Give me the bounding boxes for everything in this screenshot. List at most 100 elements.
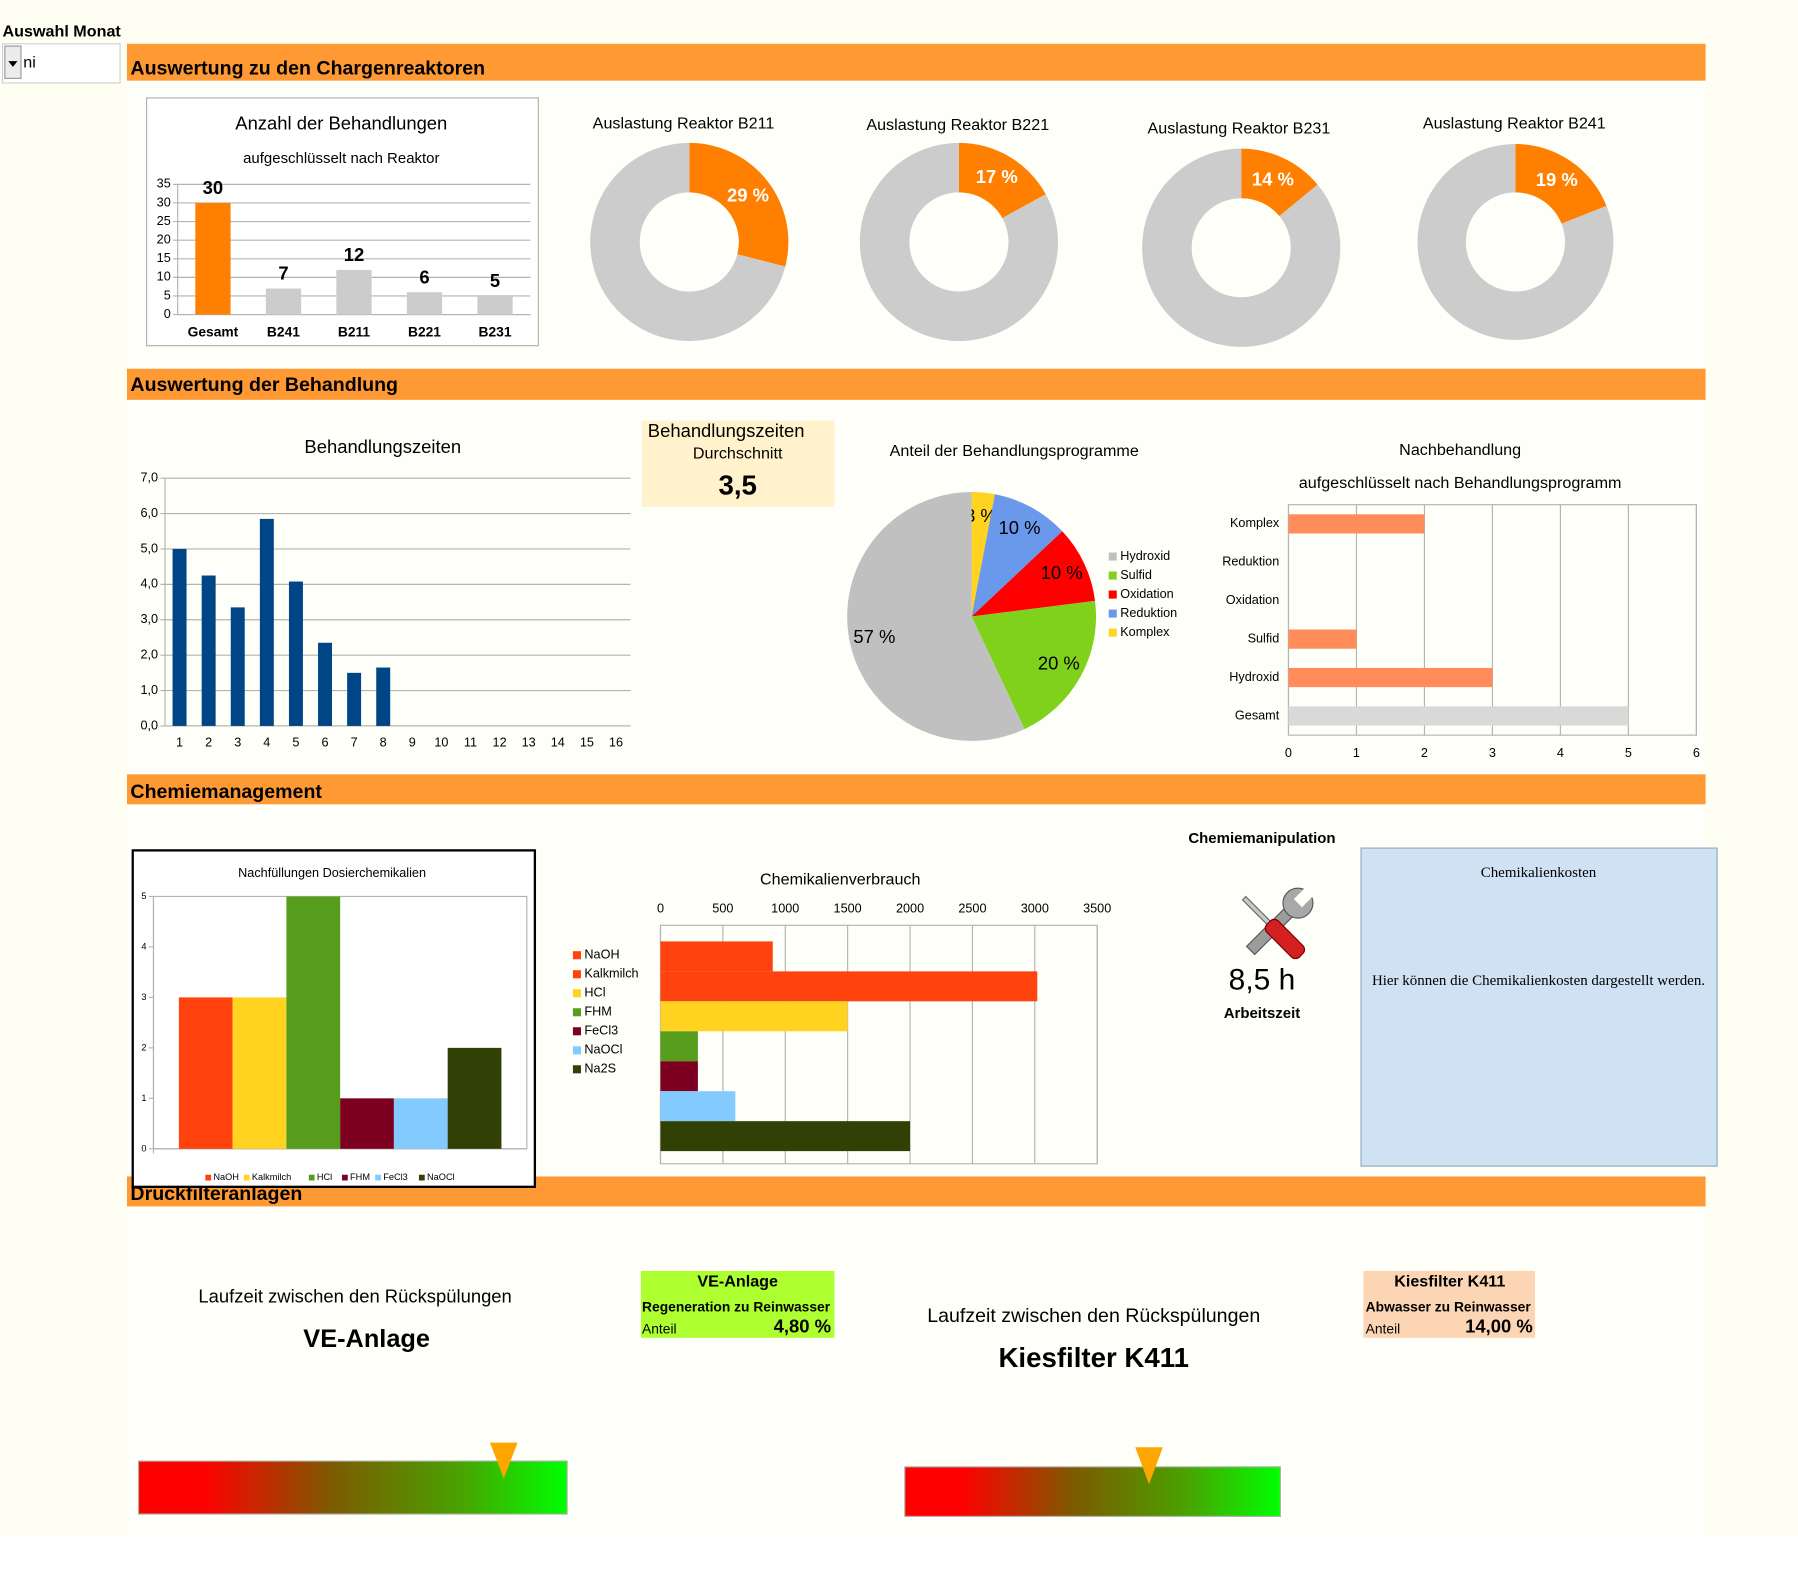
chart-title: Anteil der Behandlungsprogramme xyxy=(890,442,1139,460)
bar xyxy=(286,896,341,1149)
y-tick-label: 4,0 xyxy=(140,577,158,591)
bar xyxy=(259,518,274,726)
y-tick-label: 10 xyxy=(157,270,171,284)
filter-box xyxy=(1363,1270,1536,1338)
x-tick-label: 6 xyxy=(1693,746,1700,760)
tools-icon xyxy=(1241,886,1316,960)
chart-title: Anzahl der Behandlungen xyxy=(235,112,447,133)
legend-swatch xyxy=(572,970,581,979)
section-title: Auswertung zu den Chargenreaktoren xyxy=(130,57,485,79)
bar xyxy=(336,269,372,315)
x-tick-label: 1500 xyxy=(834,901,862,915)
bar xyxy=(318,642,333,726)
bar xyxy=(1288,706,1629,726)
x-tick-label: 0 xyxy=(1285,746,1292,760)
legend-label: NaOCl xyxy=(584,1043,622,1057)
y-tick-label: 15 xyxy=(157,251,171,265)
month-dropdown[interactable] xyxy=(1,43,121,84)
data-label: 10 % xyxy=(1041,562,1083,583)
x-tick-label: 5 xyxy=(292,736,299,750)
y-tick-label: Reduktion xyxy=(1222,555,1279,569)
x-tick-label: 3000 xyxy=(1021,901,1049,915)
bar xyxy=(477,295,513,315)
x-tick-label: 3500 xyxy=(1083,901,1111,915)
legend-label: Kalkmilch xyxy=(584,967,638,981)
legend-swatch xyxy=(572,1046,581,1055)
y-tick-label: 6,0 xyxy=(140,506,158,520)
x-tick-label: 6 xyxy=(322,736,329,750)
filter-box-subtitle: Regeneration zu Reinwasser xyxy=(642,1298,831,1314)
y-tick-label: 5 xyxy=(141,891,146,901)
data-label: 17 % xyxy=(976,166,1018,187)
pie-slice xyxy=(971,494,1063,617)
legend-swatch xyxy=(1108,609,1117,618)
x-tick-label: 8 xyxy=(380,736,387,750)
y-tick-label: 5 xyxy=(164,288,171,302)
bar xyxy=(340,1098,394,1149)
bar xyxy=(288,581,303,726)
legend-label: Hydroxid xyxy=(1120,549,1170,563)
x-tick-label: B221 xyxy=(408,324,441,340)
x-tick-label: Gesamt xyxy=(188,324,239,340)
x-tick-label: 10 xyxy=(434,736,448,750)
x-tick-label: 7 xyxy=(351,736,358,750)
legend-label: NaOH xyxy=(584,948,619,962)
legend-label: Kalkmilch xyxy=(252,1172,291,1182)
chart-title: Chemikalienverbrauch xyxy=(760,871,920,889)
cost-title: Chemikalienkosten xyxy=(1481,865,1597,881)
manipulation-value: 8,5 h xyxy=(1229,964,1296,997)
pie-slice xyxy=(847,492,1025,741)
gauge-marker xyxy=(1135,1447,1163,1485)
dropdown-arrow xyxy=(8,61,18,67)
bar xyxy=(230,607,245,726)
data-label: 10 % xyxy=(999,517,1041,538)
pie-slice xyxy=(971,600,1097,730)
filter-box-subtitle: Abwasser zu Reinwasser xyxy=(1366,1298,1532,1314)
bar xyxy=(660,1091,736,1122)
bar xyxy=(406,292,443,315)
bar xyxy=(1288,667,1493,688)
data-label: 6 xyxy=(419,266,429,287)
bar xyxy=(1288,629,1357,649)
y-tick-label: 0 xyxy=(141,1143,146,1153)
y-tick-label: Sulfid xyxy=(1248,631,1280,645)
y-tick-label: Hydroxid xyxy=(1229,670,1279,684)
filter-name: Kiesfilter K411 xyxy=(998,1342,1189,1373)
pie-slice xyxy=(971,531,1096,617)
bar xyxy=(1288,514,1425,534)
x-tick-label: 4 xyxy=(1557,746,1564,760)
data-label: 7 xyxy=(278,263,288,284)
x-tick-label: 13 xyxy=(522,736,536,750)
data-label: 20 % xyxy=(1038,652,1080,673)
x-tick-label: 5 xyxy=(1625,746,1632,760)
y-tick-label: 2 xyxy=(141,1042,146,1052)
donut-segment xyxy=(859,142,1059,342)
month-value: ni xyxy=(23,54,36,72)
chart-title: Auslastung Reaktor B221 xyxy=(866,116,1049,134)
legend-swatch xyxy=(308,1174,315,1181)
chart-subtitle: aufgeschlüsselt nach Reaktor xyxy=(243,150,439,167)
section-title: Chemiemanagement xyxy=(130,781,322,803)
filter-box-title: VE-Anlage xyxy=(697,1273,778,1291)
cost-box xyxy=(1360,847,1718,1167)
chart-subtitle: aufgeschlüsselt nach Behandlungsprogramm xyxy=(1299,474,1622,492)
y-tick-label: 2,0 xyxy=(140,647,158,661)
legend-swatch xyxy=(1108,552,1117,561)
legend-label: FeCl3 xyxy=(584,1024,618,1038)
y-tick-label: 1 xyxy=(141,1093,146,1103)
y-tick-label: Gesamt xyxy=(1235,708,1280,722)
y-tick-label: 3,0 xyxy=(140,612,158,626)
bar xyxy=(447,1047,502,1149)
legend-swatch xyxy=(375,1174,381,1181)
y-tick-label: Oxidation xyxy=(1226,593,1279,607)
x-tick-label: 1 xyxy=(176,736,183,750)
kpi-subtitle: Durchschnitt xyxy=(693,444,783,462)
bar xyxy=(178,997,233,1149)
y-tick-label: Komplex xyxy=(1230,516,1280,530)
legend-label: Na2S xyxy=(584,1062,616,1076)
filter-box-label: Anteil xyxy=(642,1320,677,1336)
chart-title: Behandlungszeiten xyxy=(304,436,461,457)
manipulation-label: Arbeitszeit xyxy=(1224,1005,1301,1022)
y-tick-label: 0 xyxy=(164,307,171,321)
